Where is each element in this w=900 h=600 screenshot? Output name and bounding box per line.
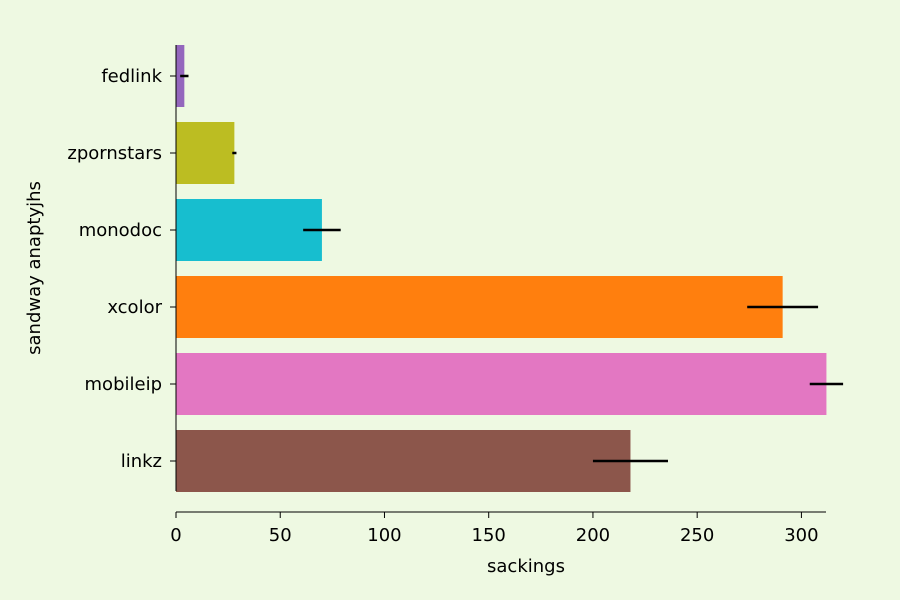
x-tick-label: 100 xyxy=(367,525,401,546)
bar-monodoc xyxy=(176,199,322,261)
x-tick-label: 200 xyxy=(576,525,610,546)
y-ticks: fedlink zpornstars monodoc xcolor mobileip li… xyxy=(67,66,176,472)
x-axis-label: sackings xyxy=(487,556,565,577)
y-tick-label: xcolor xyxy=(107,297,162,318)
bars xyxy=(176,45,827,492)
y-tick-label: zpornstars xyxy=(67,143,162,164)
bar-mobileip xyxy=(176,353,827,415)
y-tick-label: mobileip xyxy=(85,374,162,395)
y-tick-label: monodoc xyxy=(79,220,162,241)
x-tick-label: 300 xyxy=(784,525,818,546)
x-tick-label: 0 xyxy=(170,525,181,546)
y-axis-label: sandway anaptyjhs xyxy=(24,181,45,355)
bar-linkz xyxy=(176,430,631,492)
axes xyxy=(175,45,826,513)
error-bars xyxy=(180,74,844,463)
bar-zpornstars xyxy=(176,122,235,184)
y-tick-label: fedlink xyxy=(101,66,162,87)
x-tick-label: 150 xyxy=(472,525,506,546)
x-tick-label: 50 xyxy=(269,525,292,546)
y-tick-label: linkz xyxy=(121,451,162,472)
x-ticks: 0 50 100 150 200 250 300 xyxy=(170,512,819,546)
bar-xcolor xyxy=(176,276,783,338)
x-tick-label: 250 xyxy=(680,525,714,546)
